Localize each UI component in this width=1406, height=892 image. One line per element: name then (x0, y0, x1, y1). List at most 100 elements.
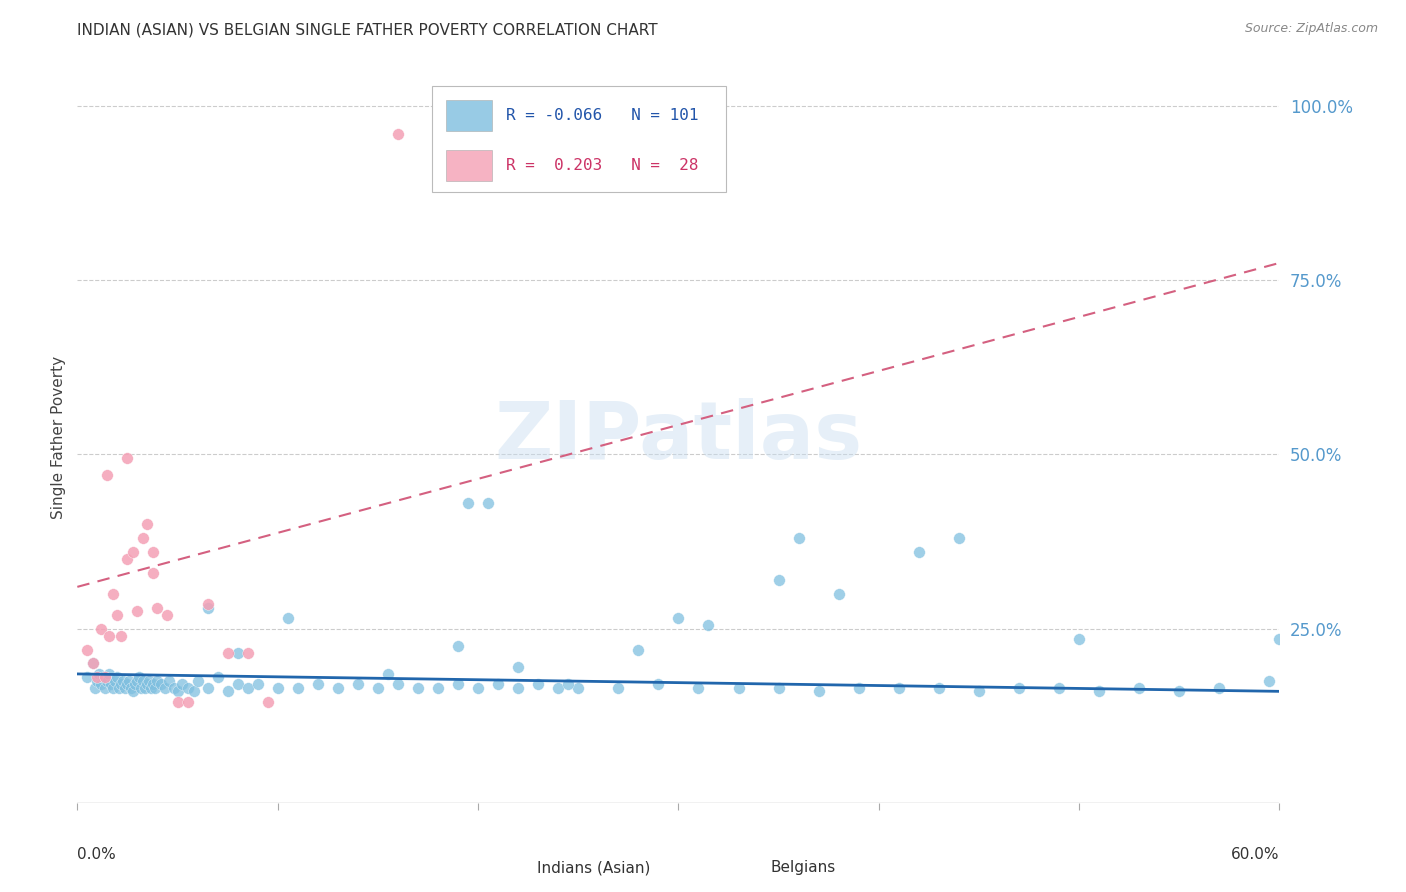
Point (887, 681, 910, 695)
Point (508, 660, 530, 674)
Text: Belgians: Belgians (770, 861, 837, 875)
FancyBboxPatch shape (727, 856, 761, 880)
Point (90, 677, 112, 691)
Point (94, 681, 117, 695)
Point (217, 684, 239, 698)
Point (142, 677, 165, 691)
FancyBboxPatch shape (492, 856, 526, 880)
Point (477, 496, 499, 510)
Point (117, 552, 139, 566)
Point (367, 681, 389, 695)
Point (127, 673, 149, 688)
Point (183, 684, 205, 698)
Point (567, 681, 589, 695)
Point (557, 677, 579, 691)
Point (256, 695, 278, 709)
Point (197, 600, 219, 615)
Point (277, 611, 299, 625)
Point (508, 681, 530, 695)
Point (96, 468, 118, 483)
Point (162, 681, 184, 695)
Point (467, 681, 489, 695)
Point (142, 545, 165, 559)
Point (120, 681, 142, 695)
Point (226, 677, 249, 691)
Point (197, 681, 219, 695)
Point (928, 681, 950, 695)
Point (145, 681, 167, 695)
Point (246, 677, 269, 691)
Point (326, 681, 349, 695)
Point (166, 684, 188, 698)
Point (387, 127, 409, 141)
Point (84, 681, 107, 695)
Point (1069, 632, 1091, 646)
Point (166, 695, 188, 709)
Point (1258, 673, 1281, 688)
Point (93, 670, 115, 684)
Point (142, 566, 165, 580)
Point (347, 677, 370, 691)
Point (967, 684, 990, 698)
Point (98, 629, 121, 643)
Point (108, 681, 131, 695)
Point (447, 677, 470, 691)
Point (217, 646, 239, 660)
Point (908, 545, 931, 559)
Point (607, 681, 630, 695)
Point (156, 607, 179, 622)
Point (86, 673, 108, 688)
Point (1088, 684, 1111, 698)
Point (131, 681, 153, 695)
Point (117, 450, 139, 465)
Point (688, 681, 710, 695)
Point (132, 673, 155, 688)
Point (94, 670, 117, 684)
Point (103, 681, 125, 695)
Point (170, 677, 193, 691)
Point (107, 607, 129, 622)
Text: R =  0.203   N =  28: R = 0.203 N = 28 (506, 158, 699, 173)
Point (236, 646, 259, 660)
Point (697, 618, 720, 632)
Point (527, 677, 550, 691)
Point (457, 496, 479, 510)
Point (668, 611, 690, 625)
Text: INDIAN (ASIAN) VS BELGIAN SINGLE FATHER POVERTY CORRELATION CHART: INDIAN (ASIAN) VS BELGIAN SINGLE FATHER … (77, 22, 658, 37)
Point (176, 681, 198, 695)
Point (176, 695, 198, 709)
Point (141, 681, 163, 695)
Point (948, 531, 970, 545)
Point (150, 677, 173, 691)
Point (828, 587, 851, 601)
Point (124, 677, 146, 691)
Y-axis label: Single Father Poverty: Single Father Poverty (51, 356, 66, 518)
Text: Source: ZipAtlas.com: Source: ZipAtlas.com (1244, 22, 1378, 36)
Point (1008, 681, 1031, 695)
Point (76, 670, 98, 684)
Point (89, 667, 111, 681)
Point (114, 681, 136, 695)
FancyBboxPatch shape (432, 86, 727, 192)
Point (427, 681, 450, 695)
Text: Indians (Asian): Indians (Asian) (537, 861, 650, 875)
Point (110, 677, 132, 691)
Point (136, 517, 159, 532)
Point (82, 657, 104, 671)
Point (1208, 681, 1230, 695)
Point (197, 597, 219, 611)
FancyBboxPatch shape (446, 150, 492, 181)
Point (768, 681, 790, 695)
Point (104, 673, 127, 688)
Text: ZIPatlas: ZIPatlas (495, 398, 862, 476)
Point (107, 670, 129, 684)
Point (447, 639, 470, 653)
Point (226, 646, 249, 660)
Point (727, 681, 749, 695)
Point (112, 673, 135, 688)
Point (267, 681, 290, 695)
Point (128, 670, 150, 684)
Point (187, 673, 209, 688)
Point (76, 642, 98, 657)
Point (406, 681, 429, 695)
